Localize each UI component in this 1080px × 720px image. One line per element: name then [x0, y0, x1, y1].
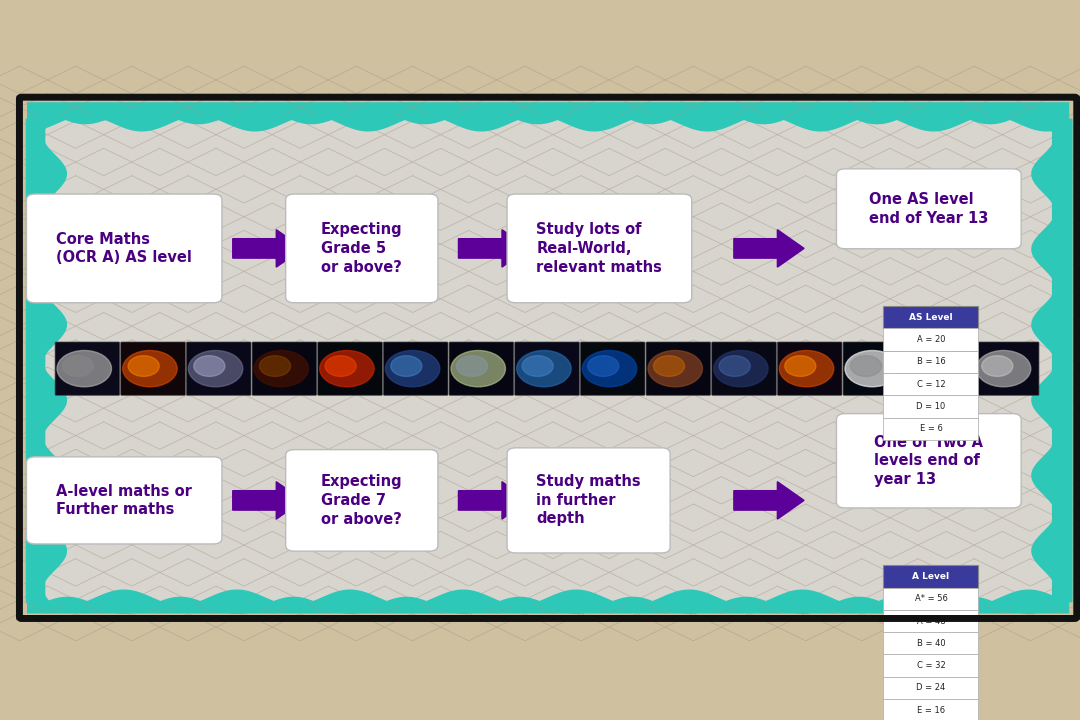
Circle shape — [719, 356, 751, 377]
Text: One or Two A
levels end of
year 13: One or Two A levels end of year 13 — [875, 435, 983, 487]
Text: Expecting
Grade 7
or above?: Expecting Grade 7 or above? — [321, 474, 403, 526]
FancyBboxPatch shape — [187, 342, 251, 395]
Circle shape — [188, 351, 243, 387]
FancyBboxPatch shape — [883, 328, 978, 351]
FancyBboxPatch shape — [836, 168, 1022, 248]
FancyBboxPatch shape — [508, 448, 671, 553]
Circle shape — [123, 351, 177, 387]
FancyBboxPatch shape — [883, 654, 978, 677]
Polygon shape — [233, 482, 302, 519]
Polygon shape — [458, 482, 529, 519]
FancyBboxPatch shape — [252, 342, 316, 395]
Circle shape — [976, 351, 1030, 387]
FancyBboxPatch shape — [883, 588, 978, 610]
FancyBboxPatch shape — [383, 342, 448, 395]
Circle shape — [254, 351, 309, 387]
Text: B = 40: B = 40 — [917, 639, 945, 648]
Circle shape — [516, 351, 571, 387]
Text: B = 16: B = 16 — [917, 357, 945, 366]
Circle shape — [916, 356, 947, 377]
FancyBboxPatch shape — [908, 342, 973, 395]
Circle shape — [522, 356, 553, 377]
Circle shape — [582, 351, 637, 387]
Circle shape — [850, 356, 881, 377]
FancyBboxPatch shape — [883, 699, 978, 720]
FancyBboxPatch shape — [55, 342, 120, 395]
Circle shape — [320, 351, 374, 387]
FancyBboxPatch shape — [318, 342, 382, 395]
Text: C = 32: C = 32 — [917, 661, 945, 670]
Polygon shape — [734, 230, 804, 267]
FancyBboxPatch shape — [883, 632, 978, 654]
Circle shape — [193, 356, 225, 377]
FancyBboxPatch shape — [843, 342, 907, 395]
FancyBboxPatch shape — [26, 194, 222, 302]
Text: D = 24: D = 24 — [916, 683, 946, 693]
FancyBboxPatch shape — [836, 413, 1022, 508]
FancyBboxPatch shape — [883, 373, 978, 395]
Polygon shape — [458, 230, 529, 267]
Text: A* = 56: A* = 56 — [915, 594, 947, 603]
Text: A Level: A Level — [913, 572, 949, 581]
Text: AS Level: AS Level — [909, 312, 953, 322]
FancyBboxPatch shape — [883, 395, 978, 418]
FancyBboxPatch shape — [285, 194, 438, 302]
FancyBboxPatch shape — [883, 418, 978, 440]
Text: D = 10: D = 10 — [916, 402, 946, 411]
FancyBboxPatch shape — [883, 351, 978, 373]
FancyBboxPatch shape — [580, 342, 645, 395]
FancyBboxPatch shape — [449, 342, 514, 395]
Polygon shape — [734, 482, 804, 519]
Circle shape — [57, 351, 111, 387]
FancyBboxPatch shape — [45, 119, 1052, 601]
Text: Study lots of
Real-World,
relevant maths: Study lots of Real-World, relevant maths — [537, 222, 662, 274]
Circle shape — [259, 356, 291, 377]
FancyBboxPatch shape — [285, 449, 438, 552]
Circle shape — [910, 351, 966, 387]
Text: E = 6: E = 6 — [919, 424, 943, 433]
Circle shape — [982, 356, 1013, 377]
FancyBboxPatch shape — [515, 342, 579, 395]
Circle shape — [785, 356, 815, 377]
FancyBboxPatch shape — [26, 457, 222, 544]
Text: A = 20: A = 20 — [917, 335, 945, 344]
FancyBboxPatch shape — [883, 610, 978, 632]
Text: E = 16: E = 16 — [917, 706, 945, 715]
FancyBboxPatch shape — [646, 342, 711, 395]
FancyBboxPatch shape — [883, 677, 978, 699]
FancyBboxPatch shape — [121, 342, 186, 395]
Circle shape — [386, 351, 440, 387]
Polygon shape — [233, 230, 302, 267]
Circle shape — [391, 356, 422, 377]
FancyBboxPatch shape — [974, 342, 1039, 395]
Text: Study maths
in further
depth: Study maths in further depth — [537, 474, 640, 526]
Circle shape — [780, 351, 834, 387]
FancyBboxPatch shape — [712, 342, 777, 395]
Text: A-level maths or
Further maths: A-level maths or Further maths — [56, 484, 192, 517]
FancyBboxPatch shape — [778, 342, 842, 395]
Circle shape — [653, 356, 685, 377]
Circle shape — [588, 356, 619, 377]
FancyBboxPatch shape — [508, 194, 692, 302]
Text: Core Maths
(OCR A) AS level: Core Maths (OCR A) AS level — [56, 232, 192, 265]
Text: One AS level
end of Year 13: One AS level end of Year 13 — [869, 192, 988, 225]
Circle shape — [648, 351, 702, 387]
FancyBboxPatch shape — [27, 102, 1069, 613]
FancyBboxPatch shape — [883, 565, 978, 588]
Circle shape — [451, 351, 505, 387]
Text: C = 12: C = 12 — [917, 379, 945, 389]
Circle shape — [129, 356, 159, 377]
Circle shape — [325, 356, 356, 377]
Circle shape — [457, 356, 487, 377]
Circle shape — [714, 351, 768, 387]
Circle shape — [63, 356, 94, 377]
FancyBboxPatch shape — [883, 306, 978, 328]
Circle shape — [845, 351, 900, 387]
Text: A = 48: A = 48 — [917, 616, 945, 626]
Text: Expecting
Grade 5
or above?: Expecting Grade 5 or above? — [321, 222, 403, 274]
